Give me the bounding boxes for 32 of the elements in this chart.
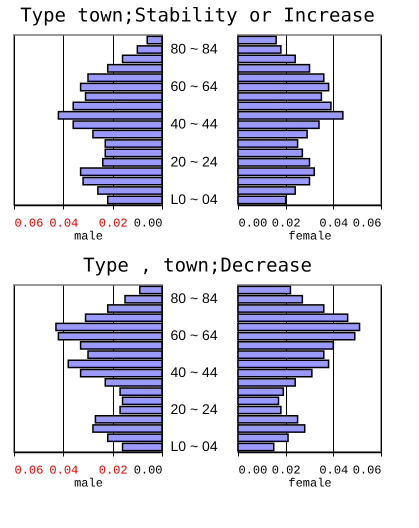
y-tick-label: L0 ~ 04 bbox=[170, 190, 218, 207]
y-tick-label: 80 ~ 84 bbox=[170, 40, 218, 56]
x-tick-label: 0.06 bbox=[352, 464, 382, 478]
y-tick-label: L0 ~ 04 bbox=[170, 438, 218, 454]
x-tick-label: 0.06 bbox=[14, 464, 44, 478]
chart-title: Type town;Stability or Increase bbox=[20, 4, 375, 27]
x-tick-label: 0.06 bbox=[352, 216, 382, 230]
x-axis-title: male bbox=[74, 230, 103, 244]
x-tick-label: 0.02 bbox=[98, 216, 128, 230]
y-tick-label: 60 ~ 64 bbox=[170, 78, 218, 94]
x-axis-title: female bbox=[288, 476, 332, 490]
x-tick-label: 0.04 bbox=[319, 216, 348, 230]
x-tick-label: 0.04 bbox=[49, 464, 78, 478]
y-tick-label: 20 ~ 24 bbox=[170, 401, 218, 418]
x-tick-label: 0.02 bbox=[272, 216, 301, 230]
x-tick-label: 0.04 bbox=[319, 464, 348, 478]
x-tick-label: 0.00 bbox=[134, 216, 162, 230]
chart-title: Type , town;Decrease bbox=[83, 254, 312, 276]
y-tick-label: 80 ~ 84 bbox=[170, 290, 218, 306]
x-tick-label: 0.02 bbox=[272, 464, 301, 478]
y-tick-label: 60 ~ 64 bbox=[170, 327, 218, 344]
x-tick-label: 0.04 bbox=[49, 216, 78, 230]
x-tick-label: 0.00 bbox=[238, 464, 268, 478]
y-tick-label: 40 ~ 44 bbox=[170, 364, 218, 380]
y-tick-label: 40 ~ 44 bbox=[170, 116, 218, 132]
x-tick-label: 0.06 bbox=[14, 216, 44, 230]
x-axis-title: female bbox=[288, 230, 332, 244]
x-tick-label: 0.00 bbox=[238, 216, 268, 230]
x-axis-title: male bbox=[74, 476, 103, 490]
x-tick-label: 0.00 bbox=[134, 464, 162, 478]
x-tick-label: 0.02 bbox=[98, 464, 128, 478]
y-tick-label: 20 ~ 24 bbox=[170, 153, 218, 170]
